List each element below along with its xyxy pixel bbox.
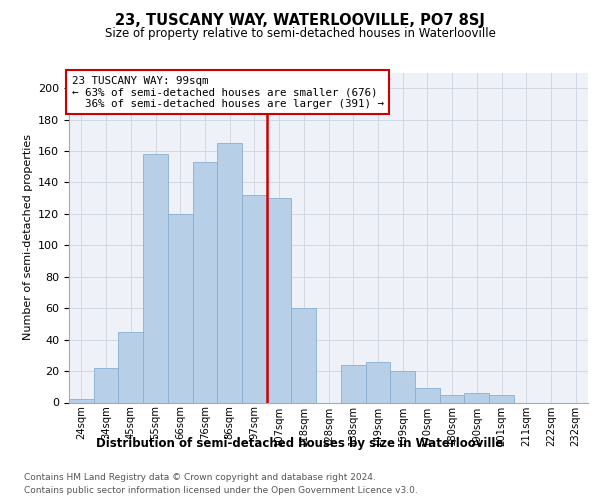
Text: Size of property relative to semi-detached houses in Waterlooville: Size of property relative to semi-detach… — [104, 28, 496, 40]
Bar — [118, 332, 143, 402]
Bar — [168, 214, 193, 402]
Bar — [242, 195, 267, 402]
Bar — [489, 394, 514, 402]
Bar — [217, 143, 242, 403]
Text: 23 TUSCANY WAY: 99sqm
← 63% of semi-detached houses are smaller (676)
  36% of s: 23 TUSCANY WAY: 99sqm ← 63% of semi-deta… — [71, 76, 383, 109]
Bar — [267, 198, 292, 402]
Bar — [341, 365, 365, 403]
Bar — [69, 400, 94, 402]
Bar — [464, 393, 489, 402]
Bar — [143, 154, 168, 402]
Bar — [365, 362, 390, 403]
Text: Contains public sector information licensed under the Open Government Licence v3: Contains public sector information licen… — [24, 486, 418, 495]
Text: Distribution of semi-detached houses by size in Waterlooville: Distribution of semi-detached houses by … — [97, 438, 503, 450]
Bar — [94, 368, 118, 402]
Bar — [390, 371, 415, 402]
Y-axis label: Number of semi-detached properties: Number of semi-detached properties — [23, 134, 32, 340]
Bar — [193, 162, 217, 402]
Bar — [415, 388, 440, 402]
Bar — [440, 394, 464, 402]
Text: 23, TUSCANY WAY, WATERLOOVILLE, PO7 8SJ: 23, TUSCANY WAY, WATERLOOVILLE, PO7 8SJ — [115, 12, 485, 28]
Text: Contains HM Land Registry data © Crown copyright and database right 2024.: Contains HM Land Registry data © Crown c… — [24, 472, 376, 482]
Bar — [292, 308, 316, 402]
